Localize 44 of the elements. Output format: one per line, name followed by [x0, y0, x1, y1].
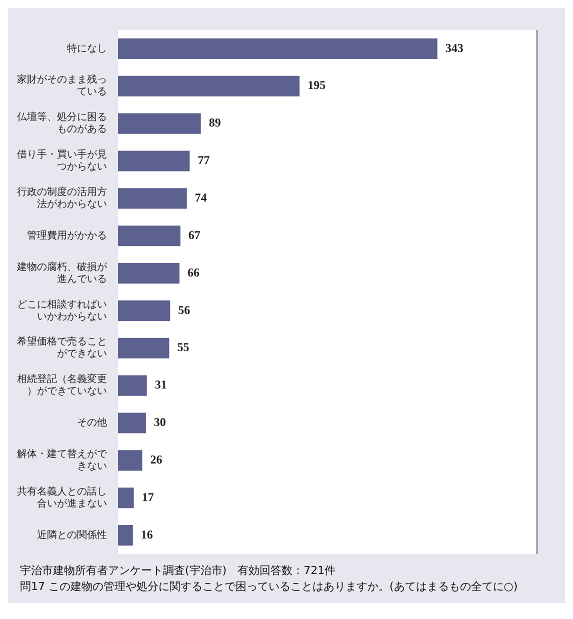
y-tick-label: 解体・建て替えができない [17, 448, 108, 472]
y-tick-label: 特になし [67, 42, 107, 54]
data-label: 16 [140, 527, 153, 542]
data-label: 66 [187, 265, 200, 280]
data-label: 30 [154, 415, 166, 430]
data-label: 17 [142, 490, 154, 504]
y-tick-label: 行政の制度の活用方法がわからない [17, 186, 107, 210]
y-tick-label: 家財がそのまま残っている [17, 74, 107, 98]
bar [118, 38, 438, 60]
data-label: 77 [198, 153, 210, 168]
bar [118, 300, 170, 322]
data-label: 74 [194, 190, 207, 205]
bar [118, 262, 180, 284]
y-tick-label: 建物の腐朽、破損が進んでいる [16, 260, 108, 285]
bar [118, 226, 180, 246]
data-label: 89 [208, 116, 221, 130]
y-tick-label: 希望価格で売ることができない [17, 336, 107, 360]
bar [118, 375, 147, 396]
data-label: 31 [154, 378, 167, 392]
bar [118, 188, 187, 209]
data-label: 195 [308, 78, 326, 92]
data-label: 56 [178, 302, 190, 317]
y-tick-label: その他 [77, 416, 107, 429]
bar [118, 150, 190, 172]
data-label: 67 [188, 228, 200, 242]
y-tick-label: 近隣との関係性 [37, 528, 107, 541]
y-tick-label: 相続登記（名義変更）ができていない [17, 373, 107, 398]
bar [118, 412, 146, 434]
y-tick-label: どこに相談すればいいかわからない [17, 298, 107, 322]
data-label: 26 [150, 452, 162, 467]
bar [118, 488, 134, 508]
bar [118, 450, 142, 471]
y-tick-label: 共有名義人との話し合いが進まない [17, 485, 107, 510]
bar [118, 524, 133, 546]
y-tick-label: 仏壇等、処分に困るものがある [16, 111, 107, 136]
bar [118, 338, 170, 358]
bar [118, 113, 201, 134]
data-label: 55 [177, 340, 190, 354]
data-label: 343 [445, 40, 464, 55]
y-tick-label: 管理費用がかかる [27, 229, 107, 242]
bar [118, 76, 300, 96]
text: 問17 この建物の管理や処分に関することで困っていることはありますか。(あてはまるもの全てに○) [20, 579, 519, 595]
y-tick-label: 借り手・買い手が見つからない [17, 148, 107, 173]
text: 宇治市建物所有者アンケート調査(宇治市) 有効回答数：721件 [20, 563, 337, 579]
